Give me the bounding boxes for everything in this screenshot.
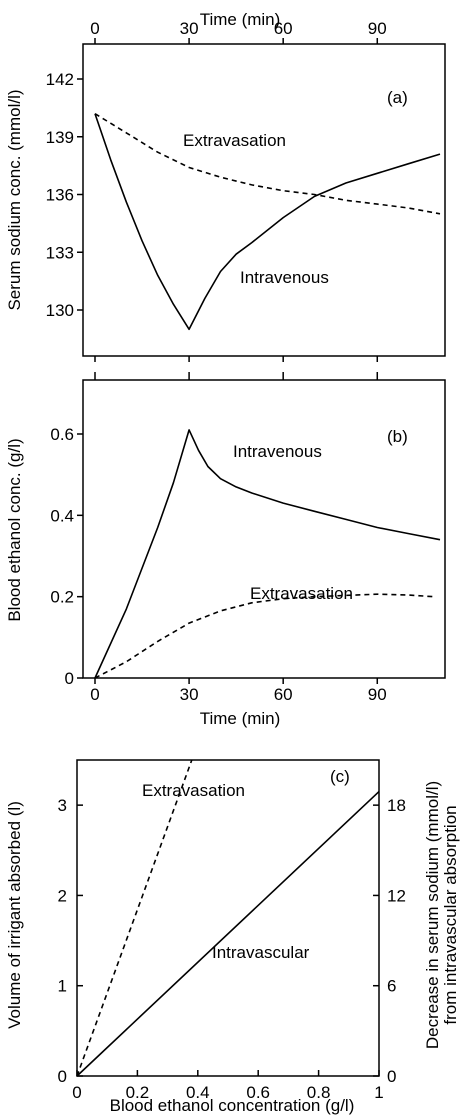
panel-a-y-tick-label: 130 xyxy=(46,301,74,320)
panel-b-annotation-intravenous: Intravenous xyxy=(233,442,322,461)
panel-b-y-label: Blood ethanol conc. (g/l) xyxy=(5,438,24,621)
panel-c-x-tick-label: 0 xyxy=(72,1083,81,1102)
panel-b-x-tick-label: 0 xyxy=(90,685,99,704)
panel-a-top-x-label: Time (min) xyxy=(200,10,281,29)
panel-c-y-tick-label-left: 2 xyxy=(58,886,67,905)
panel-a-top-x-tick-label: 0 xyxy=(90,19,99,38)
panel-c-x-tick-label: 0.8 xyxy=(307,1083,331,1102)
panel-b-annotation-extravasation: Extravasation xyxy=(250,584,353,603)
panel-c-y-tick-label-right: 18 xyxy=(387,796,406,815)
panel-c-x-tick-label: 0.2 xyxy=(126,1083,150,1102)
panel-b-series xyxy=(94,429,441,679)
panel-c-x-label: Blood ethanol concentration (g/l) xyxy=(110,1096,355,1115)
panel-c-y-tick-label-left: 1 xyxy=(58,977,67,996)
panel-c-frame xyxy=(76,759,380,1077)
panel-c-label: (c) xyxy=(330,767,350,786)
panel-b-x-tick-label: 90 xyxy=(368,685,387,704)
panel-c-x-tick-label: 1 xyxy=(374,1083,383,1102)
panel-c-y-tick-label-right: 6 xyxy=(387,977,396,996)
panel-a-y-tick-label: 136 xyxy=(46,186,74,205)
panel-c-x-tick-label: 0.6 xyxy=(246,1083,270,1102)
panel-c-annotation-extravasation: Extravasation xyxy=(142,781,245,800)
panel-a-annotation-extravasation: Extravasation xyxy=(183,131,286,150)
panel-c-y-tick-label-left: 3 xyxy=(58,796,67,815)
panel-b-y-tick-label: 0.2 xyxy=(50,588,74,607)
panel-b-x-tick-label: 30 xyxy=(180,685,199,704)
panel-a-y-label: Serum sodium conc. (mmol/l) xyxy=(5,89,24,310)
panel-c-y-tick-label-right: 0 xyxy=(387,1067,396,1086)
panel-b-ticks: 0 30 60 90 0 0.2 0.4 0.6 xyxy=(50,372,387,704)
panel-c-x-tick-label: 0.4 xyxy=(186,1083,210,1102)
panel-a-y-tick-label: 133 xyxy=(46,243,74,262)
panel-c-series-extravasation xyxy=(76,759,193,1077)
panel-a-top-x-tick-label: 60 xyxy=(274,19,293,38)
panel-a-series-extravasation xyxy=(94,113,441,215)
panel-a-top-x-tick-label: 30 xyxy=(180,19,199,38)
panel-c-y-tick-label-right: 12 xyxy=(387,886,406,905)
panel-a-series xyxy=(94,113,441,331)
panel-b-x-label: Time (min) xyxy=(200,709,281,728)
panel-a-y-tick-label: 142 xyxy=(46,70,74,89)
panel-b-y-tick-label: 0 xyxy=(65,669,74,688)
panel-a-ticks: 0 30 60 90 130 133 136 139 142 xyxy=(46,19,387,362)
panel-b-y-tick-label: 0.6 xyxy=(50,425,74,444)
panel-b: 0 30 60 90 0 0.2 0.4 0.6 Time (min) Blood ethan… xyxy=(5,372,446,728)
panel-b-series-extravasation xyxy=(94,593,434,679)
panel-a-annotation-intravenous: Intravenous xyxy=(240,268,329,287)
panel-a-series-intravenous xyxy=(94,113,441,331)
panel-b-series-intravenous xyxy=(94,429,441,679)
panel-a-frame xyxy=(82,43,446,357)
panel-b-x-tick-label: 60 xyxy=(274,685,293,704)
panel-a-y-tick-label: 139 xyxy=(46,128,74,147)
panel-c-y-label-left: Volume of irrigant absorbed (l) xyxy=(5,801,24,1029)
panel-a: 0 30 60 90 130 133 136 139 142 Time (min) Serum … xyxy=(5,10,446,362)
panel-b-label: (b) xyxy=(387,427,408,446)
panel-c-annotation-intravascular: Intravascular xyxy=(212,943,310,962)
panel-a-top-x-tick-label: 90 xyxy=(368,19,387,38)
panel-c-y-label-right-line2: from intravascular absorption xyxy=(441,805,460,1024)
panel-b-y-tick-label: 0.4 xyxy=(50,506,74,525)
panel-c-y-tick-label-left: 0 xyxy=(58,1067,67,1086)
panel-c-y-label-right-line1: Decrease in serum sodium (mmol/l) xyxy=(423,781,442,1049)
panel-c-series xyxy=(76,759,380,1077)
panel-b-frame xyxy=(82,379,446,679)
panel-a-label: (a) xyxy=(387,88,408,107)
panel-c-series-intravascular xyxy=(76,791,380,1077)
